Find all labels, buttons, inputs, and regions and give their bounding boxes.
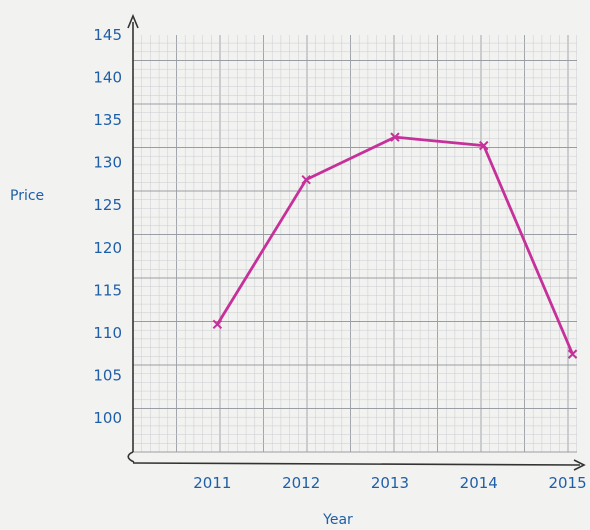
x-tick-label-2013: 2013 — [371, 474, 409, 492]
x-axis-arrow — [573, 459, 586, 471]
data-point-2012 — [301, 174, 311, 185]
x-axis-line — [132, 462, 581, 466]
data-point-2015 — [567, 349, 578, 359]
y-tick-label-115: 115 — [93, 281, 122, 299]
x-tick-label-2014: 2014 — [460, 474, 498, 492]
data-point-2011 — [212, 319, 223, 330]
series-group — [212, 132, 578, 359]
y-tick-label-110: 110 — [93, 324, 122, 342]
y-tick-label-100: 100 — [93, 409, 122, 427]
y-tick-label-135: 135 — [93, 111, 122, 129]
y-axis-arrow — [127, 13, 139, 29]
y-tick-label-105: 105 — [93, 366, 122, 384]
y-tick-labels: 100 105 110 115 120 125 130 135 140 145 — [93, 26, 122, 427]
x-tick-label-2012: 2012 — [282, 474, 320, 492]
y-tick-label-125: 125 — [93, 196, 122, 214]
y-tick-label-140: 140 — [93, 69, 122, 87]
y-tick-label-130: 130 — [93, 154, 122, 172]
axes — [127, 13, 586, 471]
data-point-2014 — [479, 140, 489, 151]
x-tick-label-2015: 2015 — [548, 474, 586, 492]
x-axis-title: Year — [322, 512, 353, 528]
grid — [132, 35, 577, 453]
y-tick-label-120: 120 — [93, 239, 122, 257]
data-point-2013 — [390, 132, 400, 142]
x-tick-labels: 2011 2012 2013 2014 2015 — [193, 474, 586, 492]
y-axis-title: Price — [10, 188, 44, 204]
y-axis-break — [127, 451, 135, 463]
x-tick-label-2011: 2011 — [193, 474, 231, 492]
y-tick-label-145: 145 — [93, 26, 122, 44]
